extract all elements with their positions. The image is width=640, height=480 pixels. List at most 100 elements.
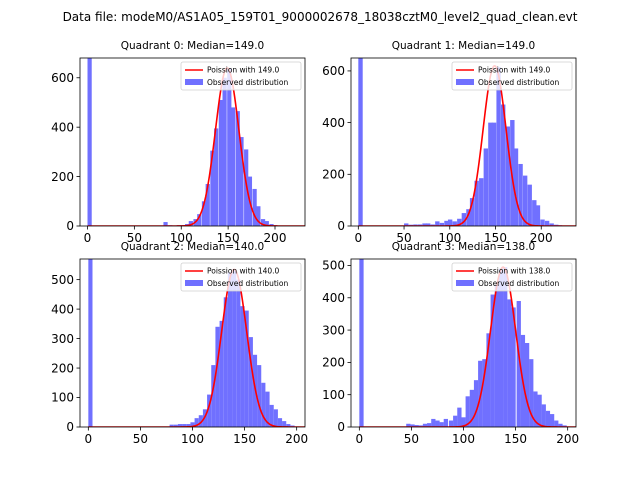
- hist-bar: [177, 424, 183, 427]
- x-tick-label: 50: [404, 432, 419, 446]
- hist-bar: [453, 415, 458, 427]
- hist-bar: [404, 223, 409, 226]
- hist-bar: [244, 310, 249, 427]
- hist-bar: [505, 126, 510, 226]
- y-tick-label: 300: [51, 332, 74, 346]
- hist-bar: [427, 423, 432, 427]
- hist-bar: [461, 417, 466, 427]
- hist-bar: [473, 380, 479, 427]
- hist-bar: [482, 359, 487, 427]
- legend-box: [451, 262, 573, 292]
- hist-bar: [198, 415, 203, 427]
- hist-bar: [218, 100, 223, 226]
- hist-bar: [466, 209, 471, 226]
- hist-bar: [269, 224, 274, 226]
- y-tick-label: 200: [51, 170, 74, 184]
- hist-bar: [532, 200, 537, 226]
- hist-bar: [223, 297, 228, 427]
- hist-bar: [232, 269, 237, 427]
- poisson-curve: [87, 66, 305, 226]
- panel-quadrant-1: Quadrant 1: Median=149.0 0 50 100 150 200 0 200…: [322, 40, 577, 245]
- legend-patch-observed: [185, 280, 203, 286]
- x-tick-label: 150: [504, 432, 527, 446]
- poisson-curve: [88, 268, 305, 427]
- hist-bar: [498, 268, 504, 427]
- poisson-curve: [359, 266, 576, 427]
- hist-bar: [214, 128, 219, 226]
- panel-quadrant-0: Quadrant 0: Median=149.0 0 50 100 150 200 0 200…: [51, 40, 306, 245]
- hist-bar: [431, 418, 436, 427]
- y-tick-label: 300: [322, 323, 345, 337]
- hist-bar-zero: [87, 58, 92, 226]
- hist-bar: [230, 107, 236, 226]
- x-tick-label: 0: [356, 432, 364, 446]
- hist-bar: [410, 424, 415, 427]
- hist-bar: [190, 422, 195, 427]
- y-tick-label: 400: [322, 291, 345, 305]
- hist-bar: [524, 343, 530, 427]
- legend-label-observed: Observed distribution: [207, 279, 288, 288]
- hist-bar: [562, 425, 567, 427]
- hist-bar: [549, 414, 555, 427]
- plot-area: [359, 259, 576, 427]
- legend-label-poisson: Poission with 140.0: [207, 267, 280, 276]
- x-tick-label: 200: [556, 432, 579, 446]
- hist-bar: [513, 148, 519, 226]
- hist-bar-zero: [359, 259, 364, 427]
- y-tick-label: 200: [51, 361, 74, 375]
- hist-bar: [186, 424, 191, 427]
- hist-bar: [457, 218, 462, 226]
- hist-bar: [488, 122, 493, 226]
- hist-bar: [210, 150, 215, 226]
- y-tick-label: 500: [322, 259, 345, 273]
- hist-bar: [443, 418, 448, 427]
- hist-bar: [286, 424, 291, 427]
- y-tick-label: 600: [322, 64, 345, 78]
- y-tick-label: 600: [51, 71, 74, 85]
- panel-title: Quadrant 3: Median=138.0: [392, 241, 535, 253]
- legend: Poission with 140.0 Observed distribution: [180, 262, 302, 292]
- hist-bar: [491, 122, 497, 226]
- hist-bar: [173, 424, 178, 427]
- y-tick-label: 200: [322, 168, 345, 182]
- y-tick-label: 0: [337, 420, 345, 434]
- hist-bar: [169, 424, 174, 427]
- hist-bar: [264, 221, 269, 226]
- hist-bar: [545, 410, 551, 427]
- hist-bar: [483, 148, 489, 226]
- hist-bar: [461, 213, 467, 226]
- hist-bar: [406, 423, 411, 427]
- hist-bar: [447, 219, 453, 226]
- hist-bar: [201, 201, 207, 226]
- hist-bar: [414, 425, 419, 427]
- hist-bar: [439, 222, 445, 226]
- hist-bar: [260, 219, 266, 226]
- hist-bar: [277, 418, 283, 427]
- y-tick-label: 0: [66, 219, 74, 233]
- x-tick-label: 150: [217, 231, 240, 245]
- legend-patch-observed: [456, 79, 474, 85]
- legend-label-poisson: Poission with 149.0: [207, 66, 280, 75]
- hist-bar: [240, 306, 245, 427]
- hist-bar: [163, 222, 168, 226]
- hist-bar: [494, 284, 500, 427]
- hist-bar: [474, 180, 479, 226]
- hist-bar: [486, 333, 491, 427]
- x-tick-label: 0: [84, 231, 92, 245]
- legend-label-poisson: Poission with 138.0: [478, 267, 551, 276]
- hist-bar-zero: [358, 58, 363, 226]
- hist-bar: [211, 365, 216, 427]
- x-tick-label: 50: [127, 231, 142, 245]
- legend-box: [180, 61, 302, 91]
- x-tick-label: 0: [85, 432, 93, 446]
- hist-bar: [222, 77, 227, 226]
- hist-bar: [418, 425, 423, 427]
- hist-bar: [227, 67, 232, 226]
- hist-bar: [511, 307, 516, 427]
- hist-bar: [541, 404, 546, 427]
- x-tick-label: 100: [438, 231, 461, 245]
- hist-bar: [439, 422, 444, 427]
- hist-bar: [182, 424, 187, 427]
- hist-bar: [435, 221, 440, 226]
